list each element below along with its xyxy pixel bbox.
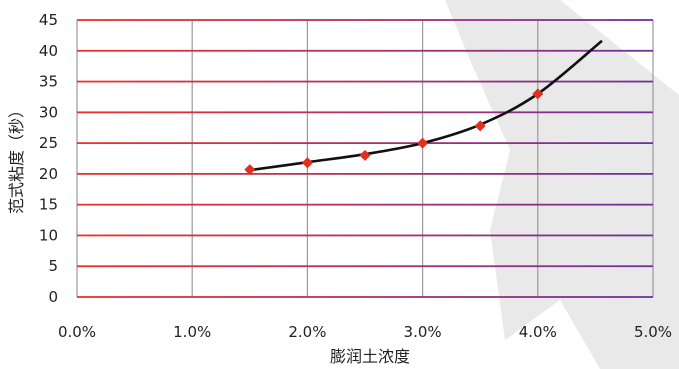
data-point — [301, 157, 313, 169]
horizontal-gridline — [77, 49, 653, 52]
y-tick-label: 25 — [39, 134, 58, 152]
x-tick-label: 0.0% — [58, 323, 96, 341]
y-tick-label: 30 — [39, 103, 58, 121]
horizontal-gridline — [77, 19, 653, 21]
background-shape — [445, 0, 679, 369]
x-tick-label: 3.0% — [404, 323, 442, 341]
x-tick-label: 4.0% — [519, 323, 557, 341]
horizontal-gridline — [77, 172, 653, 175]
x-tick-label: 5.0% — [634, 323, 672, 341]
data-point — [359, 149, 371, 161]
y-tick-label: 20 — [39, 165, 58, 183]
data-point — [417, 137, 429, 149]
y-tick-label: 35 — [39, 73, 58, 91]
horizontal-gridline — [77, 234, 653, 237]
x-tick-label: 1.0% — [173, 323, 211, 341]
horizontal-gridline — [77, 203, 653, 206]
horizontal-gridline — [77, 142, 653, 145]
y-tick-label: 45 — [39, 11, 58, 29]
horizontal-gridline — [77, 265, 653, 268]
x-tick-label: 2.0% — [288, 323, 326, 341]
y-tick-label: 0 — [48, 288, 58, 306]
data-point — [474, 120, 486, 132]
horizontal-gridline — [77, 296, 653, 298]
y-tick-label: 40 — [39, 42, 58, 60]
y-tick-label: 10 — [39, 226, 58, 244]
horizontal-gridline — [77, 111, 653, 114]
y-axis-title: 范式粘度（秒） — [7, 102, 26, 214]
data-point — [244, 164, 256, 176]
horizontal-gridline — [77, 80, 653, 83]
x-axis-title: 膨润土浓度 — [330, 347, 410, 366]
y-tick-label: 5 — [48, 257, 58, 275]
data-point — [532, 88, 544, 100]
y-tick-label: 15 — [39, 196, 58, 214]
